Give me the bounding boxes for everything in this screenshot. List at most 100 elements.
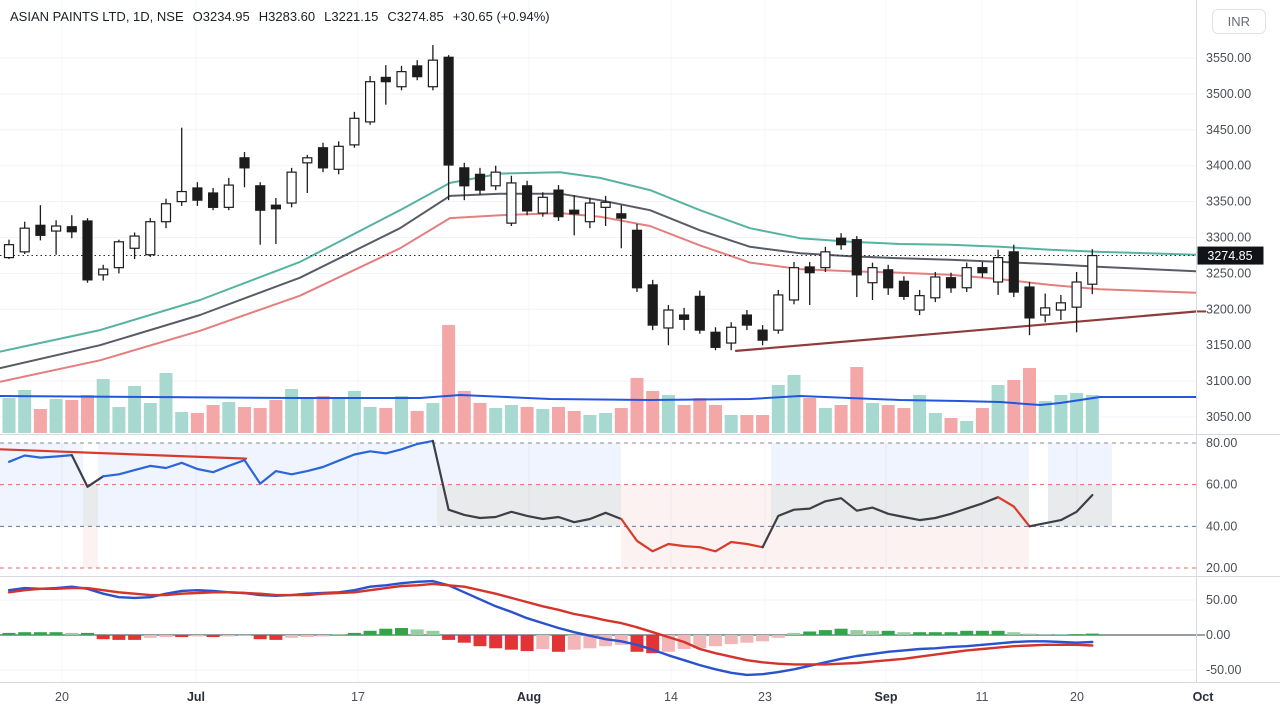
time-axis-label: 20 bbox=[1070, 690, 1084, 704]
histogram-bar bbox=[112, 635, 126, 640]
histogram-bar bbox=[222, 635, 236, 637]
histogram-bar bbox=[1070, 634, 1084, 635]
rsi-line-blue bbox=[102, 439, 434, 485]
rsi-band bbox=[437, 484, 621, 527]
candle-body bbox=[914, 295, 925, 311]
last-price-badge: 3274.85 bbox=[1197, 246, 1264, 265]
histogram-bar bbox=[1038, 634, 1052, 635]
candle-body bbox=[98, 268, 109, 276]
histogram-bar bbox=[897, 632, 911, 635]
volume-bar bbox=[49, 399, 63, 433]
candle-body bbox=[710, 331, 721, 348]
histogram-bar bbox=[834, 628, 848, 635]
histogram-bar bbox=[332, 634, 346, 635]
volume-bar bbox=[300, 399, 314, 433]
time-axis[interactable]: 20 Jul 17 Aug 14 23 Sep 11 20 Oct bbox=[55, 690, 1214, 704]
macd-histogram[interactable] bbox=[2, 628, 1099, 654]
volume-bar bbox=[850, 367, 864, 433]
histogram-bar bbox=[1007, 632, 1021, 635]
last-price-badge-text: 3274.85 bbox=[1207, 249, 1252, 263]
rsi-band bbox=[1048, 484, 1112, 527]
candle-body bbox=[223, 184, 234, 208]
axis-label: 3550.00 bbox=[1206, 51, 1251, 65]
volume-bar bbox=[536, 409, 550, 433]
histogram-bar bbox=[300, 635, 314, 638]
histogram-bar bbox=[206, 635, 220, 638]
candle-body bbox=[1087, 254, 1098, 285]
candle-body bbox=[50, 225, 62, 232]
symbol-header: ASIAN PAINTS LTD, 1D, NSE O3234.95 H3283.6… bbox=[10, 9, 559, 24]
ma-upper-line bbox=[0, 171, 1196, 353]
histogram-bar bbox=[709, 635, 722, 647]
volume-bar bbox=[709, 405, 722, 433]
volume-bar bbox=[1038, 401, 1052, 433]
volume-bar bbox=[395, 396, 408, 433]
candle-body bbox=[82, 220, 93, 281]
volume-bar bbox=[928, 413, 942, 433]
candle-body bbox=[333, 145, 344, 170]
volume-bar bbox=[363, 407, 377, 433]
volume-bar bbox=[347, 391, 361, 433]
volume-bar bbox=[913, 395, 927, 433]
histogram-bar bbox=[175, 635, 189, 638]
histogram-bar bbox=[928, 632, 942, 635]
candle-body bbox=[616, 213, 627, 219]
symbol-title[interactable]: ASIAN PAINTS LTD, 1D, NSE bbox=[10, 9, 184, 24]
axis-label: 0.00 bbox=[1206, 628, 1230, 642]
ohlc-low: L3221.15 bbox=[324, 9, 379, 24]
rsi-band bbox=[437, 443, 621, 485]
ohlc-high: H3283.60 bbox=[258, 9, 316, 24]
histogram-bar bbox=[693, 635, 707, 649]
ohlc-open: O3234.95 bbox=[192, 9, 250, 24]
histogram-bar bbox=[724, 635, 738, 645]
price-axis[interactable]: 3550.00 3500.00 3450.00 3400.00 3350.00 3300.… bbox=[1197, 51, 1251, 677]
histogram-bar bbox=[803, 631, 817, 635]
volume-bar bbox=[222, 402, 236, 433]
volume-bar bbox=[1085, 395, 1099, 433]
rsi-band bbox=[771, 443, 1029, 485]
candle-body bbox=[600, 201, 611, 208]
candle-body bbox=[521, 185, 533, 212]
candle-body bbox=[317, 147, 329, 169]
volume-bar bbox=[866, 403, 879, 433]
histogram-bar bbox=[614, 635, 628, 645]
histogram-bar bbox=[630, 635, 644, 652]
candle-series[interactable] bbox=[3, 45, 1098, 351]
volume-bar bbox=[646, 391, 660, 433]
histogram-bar bbox=[567, 635, 581, 650]
axis-label: 3150.00 bbox=[1206, 338, 1251, 352]
time-axis-label: Aug bbox=[517, 690, 541, 704]
histogram-bar bbox=[18, 632, 32, 635]
rsi-line-black bbox=[70, 454, 105, 488]
candle-body bbox=[883, 269, 894, 289]
candle-body bbox=[380, 76, 391, 83]
axis-label: 40.00 bbox=[1206, 519, 1237, 533]
histogram-bar bbox=[1054, 634, 1068, 635]
histogram-bar bbox=[756, 635, 770, 642]
volume-bar bbox=[724, 415, 738, 433]
histogram-bar bbox=[520, 635, 534, 652]
histogram-bar bbox=[991, 630, 1005, 635]
currency-button[interactable]: INR bbox=[1211, 9, 1266, 34]
volume-bar bbox=[1054, 395, 1068, 433]
axis-label: 3250.00 bbox=[1206, 266, 1251, 280]
candle-body bbox=[820, 251, 831, 269]
volume-bar bbox=[991, 385, 1005, 433]
histogram-bar bbox=[740, 635, 754, 643]
vertical-gridlines bbox=[61, 0, 1078, 682]
volume-series[interactable] bbox=[2, 325, 1099, 433]
candle-body bbox=[537, 196, 548, 214]
plot-area[interactable] bbox=[0, 0, 1203, 682]
candle-body bbox=[176, 190, 187, 203]
candle-body bbox=[930, 276, 941, 299]
histogram-bar bbox=[2, 632, 16, 635]
volume-bar bbox=[1023, 368, 1036, 433]
change-text: +30.65 (+0.94%) bbox=[452, 9, 550, 24]
volume-bar bbox=[33, 409, 47, 433]
histogram-bar bbox=[395, 628, 408, 635]
volume-bar bbox=[442, 325, 456, 433]
candle-body bbox=[35, 224, 46, 236]
candle-body bbox=[992, 257, 1004, 283]
histogram-bar bbox=[65, 632, 79, 635]
